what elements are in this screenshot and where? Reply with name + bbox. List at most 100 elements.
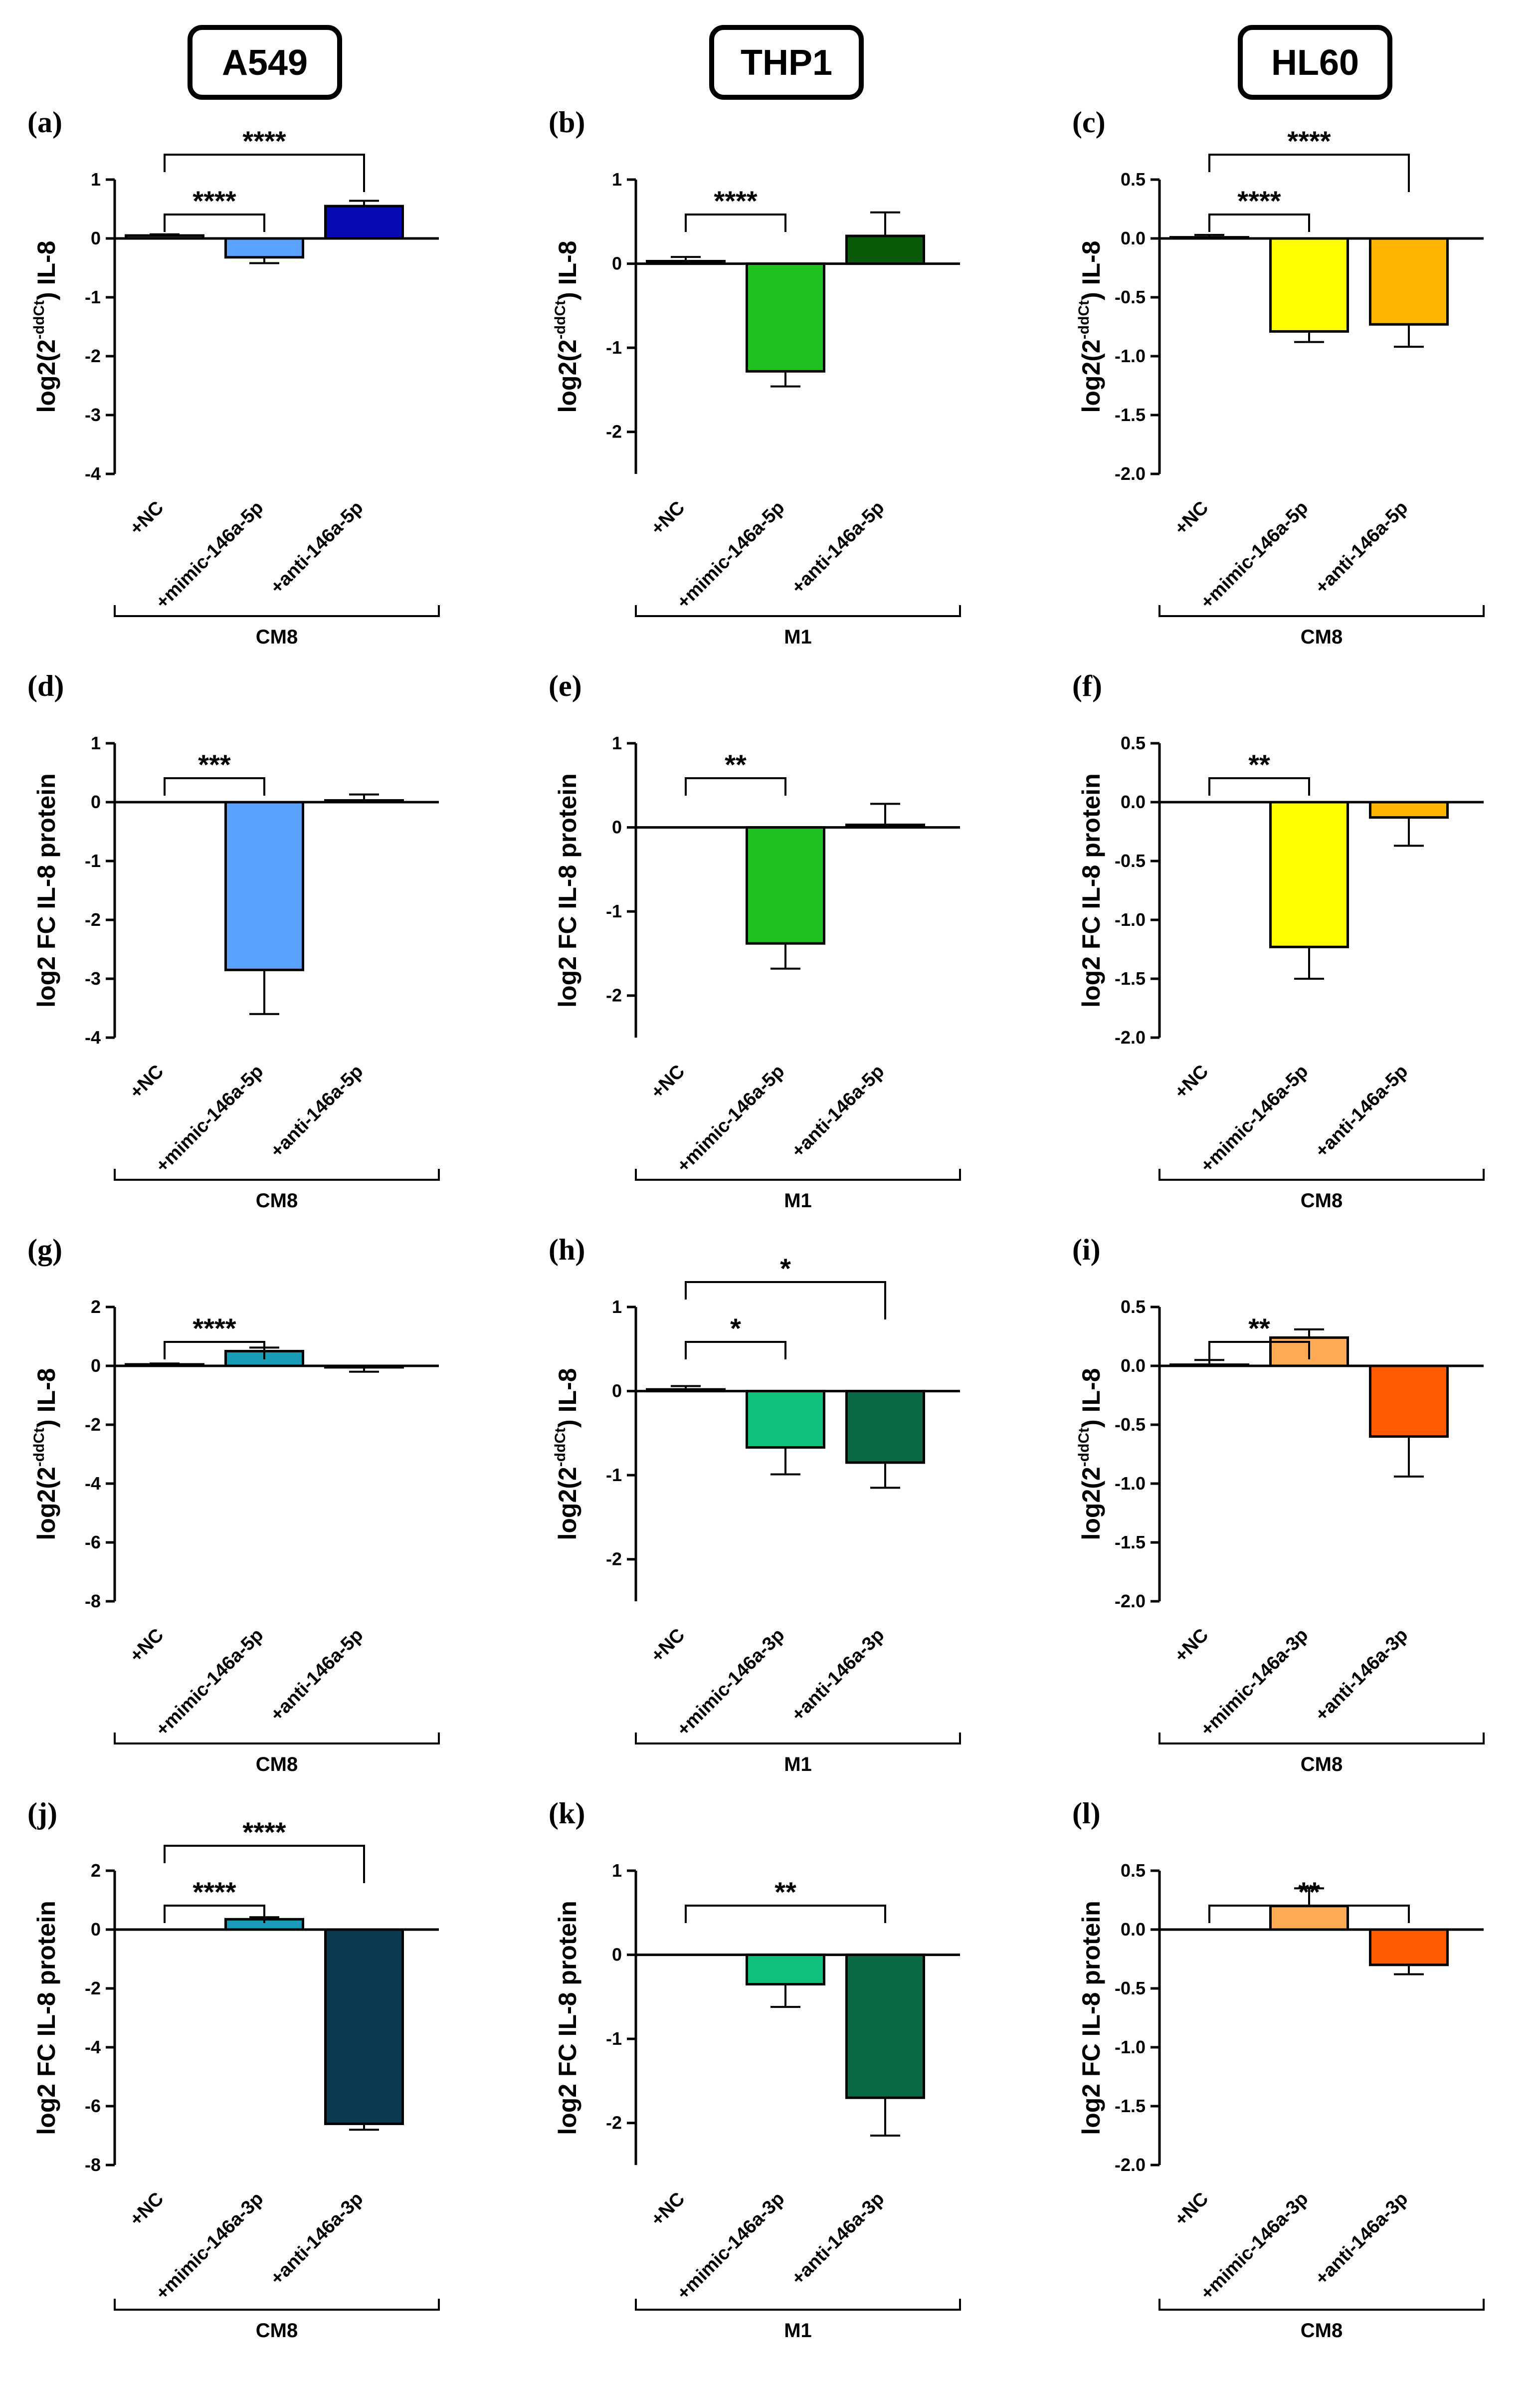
significance-bracket: [164, 214, 265, 232]
y-axis-label: log2(2-ddCt) IL-8: [1076, 241, 1105, 413]
significance-bracket: [1208, 154, 1410, 192]
group-bracket: [635, 2299, 961, 2311]
y-tick-label: -4: [85, 1473, 101, 1494]
group-label: CM8: [1301, 626, 1343, 648]
bar: [1269, 1905, 1349, 1931]
y-tick-label: -1: [606, 337, 622, 358]
bar: [1369, 1364, 1449, 1438]
group-bracket: [114, 1169, 440, 1181]
bar: [746, 826, 825, 945]
panel-label: (i): [1072, 1233, 1101, 1266]
y-axis-label: log2 FC IL-8 protein: [32, 773, 60, 1007]
y-tick-label: -2.0: [1115, 1591, 1146, 1611]
y-axis-label-superscript: -ddCt: [552, 1428, 569, 1467]
panel-label: (b): [549, 106, 585, 139]
y-tick-label: -1.5: [1115, 2096, 1146, 2116]
significance-bracket: [685, 777, 786, 796]
y-axis-label: log2(2-ddCt) IL-8: [31, 1368, 60, 1540]
y-axis-label-main: log2(2: [32, 339, 60, 413]
significance-label: ****: [242, 1816, 286, 1848]
group-label: CM8: [1301, 1190, 1343, 1212]
y-tick-label: 0: [91, 228, 101, 248]
group-label: CM8: [256, 1753, 298, 1775]
bar: [646, 260, 726, 265]
y-axis-label-main: log2 FC IL-8 protein: [554, 1901, 581, 2135]
y-tick-label: 0: [612, 1381, 622, 1401]
significance-bracket: [1208, 1905, 1410, 1923]
bar: [125, 1363, 204, 1367]
y-tick-label: -0.5: [1115, 287, 1146, 307]
y-axis-label: log2(2-ddCt) IL-8: [552, 1368, 581, 1540]
significance-label: ****: [1237, 185, 1281, 217]
group-bracket: [1158, 1733, 1485, 1744]
column-header-label: THP1: [741, 43, 832, 83]
column-header-hl60: HL60: [1238, 25, 1392, 100]
group-label: M1: [784, 626, 812, 648]
y-axis-label-main: log2 FC IL-8 protein: [1077, 773, 1105, 1007]
bar: [1369, 801, 1449, 819]
y-axis-label-tail: ) IL-8: [554, 241, 581, 300]
y-axis-label-superscript: -ddCt: [1076, 1428, 1092, 1467]
significance-bracket: [1208, 1341, 1310, 1359]
column-header-box: [709, 25, 864, 100]
column-header-box: [188, 25, 342, 100]
y-axis-label-tail: ) IL-8: [32, 1368, 60, 1428]
significance-label: *: [730, 1312, 741, 1344]
y-tick-label: -6: [85, 1532, 101, 1552]
group-label: CM8: [1301, 2320, 1343, 2342]
panel-label: (g): [27, 1233, 62, 1266]
significance-bracket: [685, 1905, 886, 1923]
y-tick-label: 2: [91, 1297, 101, 1317]
y-tick-label: -2.0: [1115, 463, 1146, 484]
y-tick-label: -2: [85, 1978, 101, 1998]
column-header-box: [1238, 25, 1392, 100]
panel-label: (h): [549, 1233, 585, 1266]
y-tick-label: -4: [85, 463, 101, 484]
column-header-label: HL60: [1271, 43, 1359, 83]
y-tick-label: 0: [91, 1919, 101, 1940]
y-tick-label: 0: [612, 817, 622, 838]
y-tick-label: -3: [85, 405, 101, 425]
y-axis-label-superscript: -ddCt: [1076, 300, 1092, 339]
y-tick-label: -2: [606, 1549, 622, 1569]
y-axis-label-main: log2 FC IL-8 protein: [32, 1901, 60, 2135]
y-tick-label: 1: [612, 733, 622, 753]
y-tick-label: -1: [606, 901, 622, 921]
y-tick-label: 0.0: [1121, 1355, 1146, 1376]
bar: [746, 262, 825, 373]
y-tick-label: -0.5: [1115, 851, 1146, 871]
bar: [324, 1928, 404, 2125]
y-axis-label-main: log2 FC IL-8 protein: [32, 773, 60, 1007]
y-axis-label-main: log2(2: [1077, 1467, 1105, 1540]
group-label: M1: [784, 1190, 812, 1212]
y-tick-label: -1.0: [1115, 1473, 1146, 1494]
group-label: M1: [784, 1753, 812, 1775]
significance-label: ***: [198, 749, 231, 780]
y-tick-label: 1: [91, 169, 101, 190]
group-label: CM8: [1301, 1753, 1343, 1775]
significance-bracket: [685, 1341, 786, 1359]
y-tick-label: -2: [85, 909, 101, 930]
y-tick-label: 1: [612, 169, 622, 190]
significance-label: **: [725, 749, 747, 780]
y-axis-label-main: log2 FC IL-8 protein: [554, 773, 581, 1007]
bar: [224, 801, 304, 971]
group-label: CM8: [256, 2320, 298, 2342]
y-tick-label: 1: [91, 733, 101, 753]
y-axis-label-tail: ) IL-8: [32, 241, 60, 300]
panel-label: (f): [1072, 669, 1102, 702]
bar: [646, 1388, 726, 1393]
bar: [1269, 801, 1349, 948]
bar: [1269, 237, 1349, 333]
y-axis-label: log2 FC IL-8 protein: [32, 1901, 60, 2135]
bar: [1169, 236, 1249, 240]
column-header-label: A549: [222, 43, 308, 83]
y-axis-label-main: log2 FC IL-8 protein: [1077, 1901, 1105, 2135]
y-tick-label: -3: [85, 968, 101, 989]
column-header-thp1: THP1: [709, 25, 864, 100]
y-axis-label-tail: ) IL-8: [554, 1368, 581, 1428]
group-bracket: [114, 605, 440, 617]
bar: [746, 1953, 825, 1986]
group-bracket: [635, 1733, 961, 1744]
